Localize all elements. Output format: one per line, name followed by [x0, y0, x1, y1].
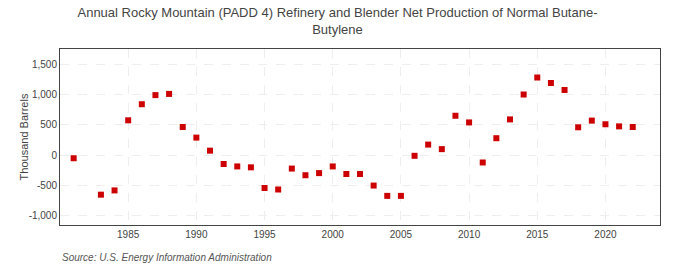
svg-text:1990: 1990 — [185, 229, 208, 240]
svg-text:2015: 2015 — [526, 229, 549, 240]
svg-text:1995: 1995 — [253, 229, 276, 240]
svg-text:2010: 2010 — [458, 229, 481, 240]
svg-text:Thousand Barrels: Thousand Barrels — [18, 93, 30, 180]
svg-text:0: 0 — [51, 150, 57, 161]
svg-text:500: 500 — [40, 119, 57, 130]
svg-text:1,000: 1,000 — [32, 89, 57, 100]
svg-text:-1,000: -1,000 — [29, 210, 58, 221]
svg-text:2000: 2000 — [322, 229, 345, 240]
svg-text:-500: -500 — [37, 180, 57, 191]
svg-text:2020: 2020 — [594, 229, 617, 240]
svg-text:Source: U.S. Energy Informatio: Source: U.S. Energy Information Administ… — [62, 252, 272, 263]
svg-text:2005: 2005 — [390, 229, 413, 240]
svg-text:Annual Rocky Mountain (PADD 4): Annual Rocky Mountain (PADD 4) Refinery … — [77, 5, 597, 37]
svg-text:1,500: 1,500 — [32, 59, 57, 70]
svg-text:1985: 1985 — [117, 229, 140, 240]
